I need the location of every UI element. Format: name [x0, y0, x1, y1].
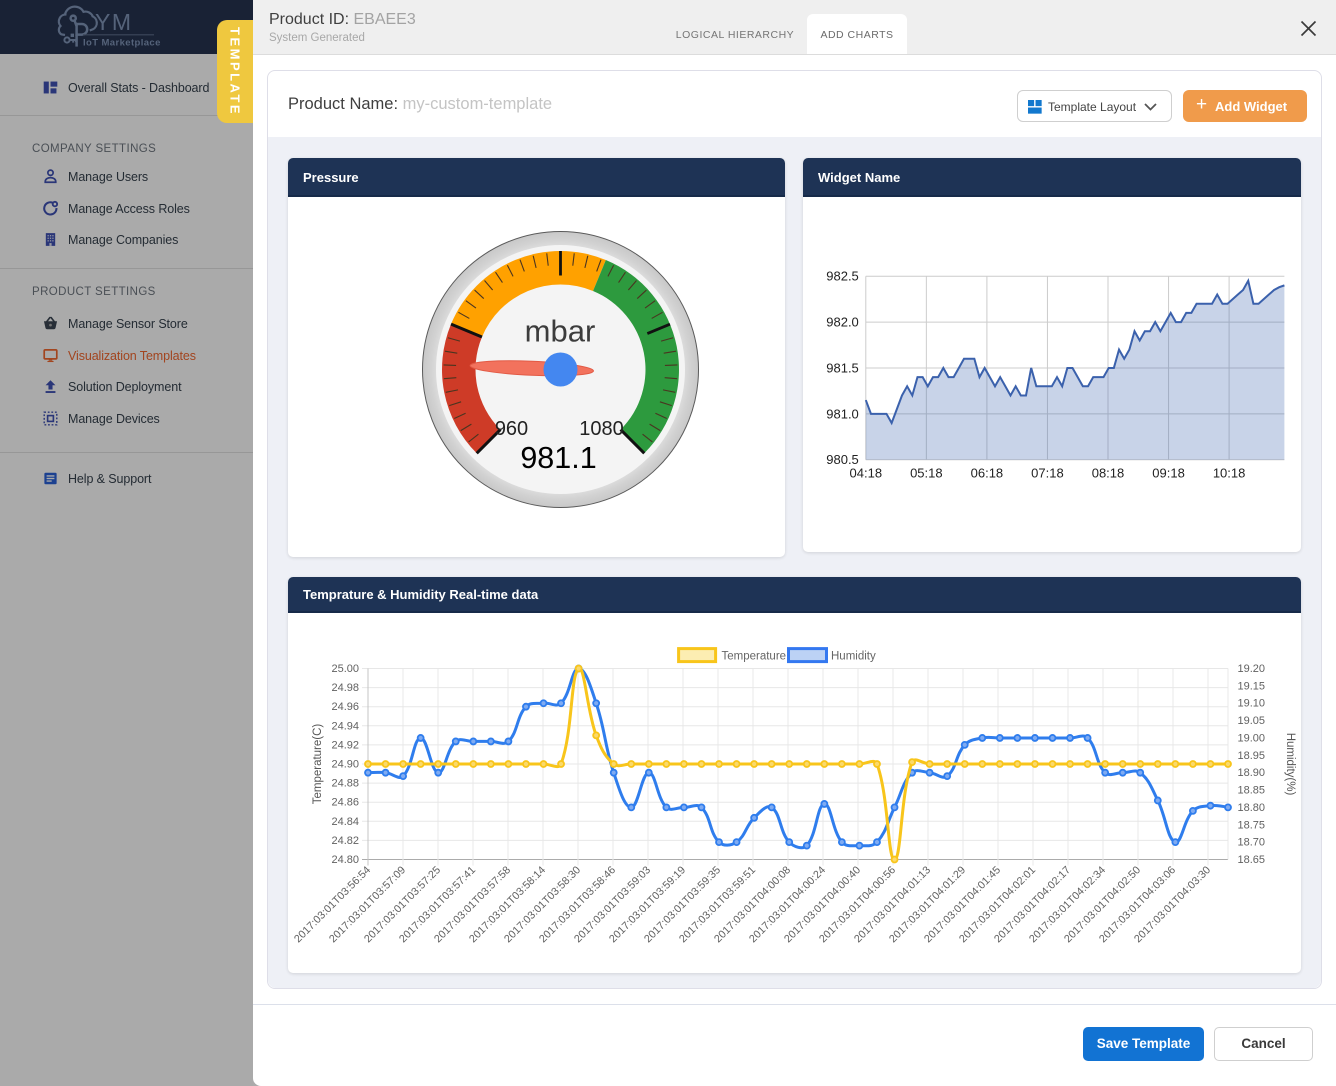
svg-text:960: 960 [495, 418, 528, 440]
svg-text:18.85: 18.85 [1238, 785, 1266, 797]
svg-text:04:18: 04:18 [850, 466, 883, 481]
svg-text:YM: YM [95, 9, 133, 35]
svg-text:18.95: 18.95 [1238, 750, 1266, 762]
svg-text:24.88: 24.88 [331, 778, 359, 790]
svg-text:18.75: 18.75 [1238, 819, 1266, 831]
svg-text:06:18: 06:18 [971, 466, 1004, 481]
svg-text:24.96: 24.96 [331, 701, 359, 713]
svg-text:24.94: 24.94 [331, 720, 359, 732]
svg-text:25.00: 25.00 [331, 663, 359, 675]
svg-text:19.20: 19.20 [1238, 663, 1266, 675]
svg-text:24.90: 24.90 [331, 759, 359, 771]
svg-text:08:18: 08:18 [1092, 466, 1125, 481]
svg-text:981.0: 981.0 [826, 406, 859, 421]
svg-text:07:18: 07:18 [1031, 466, 1064, 481]
svg-text:18.70: 18.70 [1238, 837, 1266, 849]
svg-text:19.05: 19.05 [1238, 715, 1266, 727]
svg-text:981.5: 981.5 [826, 360, 859, 375]
svg-text:18.65: 18.65 [1238, 854, 1266, 866]
svg-text:24.80: 24.80 [331, 854, 359, 866]
svg-text:24.84: 24.84 [331, 816, 359, 828]
svg-text:Temperature(C): Temperature(C) [312, 724, 324, 805]
svg-text:Humidity: Humidity [831, 651, 876, 663]
svg-text:24.82: 24.82 [331, 835, 359, 847]
svg-text:19.00: 19.00 [1238, 732, 1266, 744]
svg-text:1080: 1080 [579, 418, 624, 440]
svg-text:IoT Marketplace: IoT Marketplace [83, 38, 161, 49]
svg-text:982.0: 982.0 [826, 315, 859, 330]
svg-text:24.92: 24.92 [331, 739, 359, 751]
svg-text:Temperature: Temperature [722, 651, 787, 663]
svg-text:982.5: 982.5 [826, 269, 859, 284]
svg-text:19.15: 19.15 [1238, 680, 1266, 692]
svg-text:24.98: 24.98 [331, 682, 359, 694]
svg-text:09:18: 09:18 [1152, 466, 1185, 481]
svg-text:18.90: 18.90 [1238, 767, 1266, 779]
svg-text:05:18: 05:18 [910, 466, 943, 481]
svg-text:18.80: 18.80 [1238, 802, 1266, 814]
svg-text:980.5: 980.5 [826, 452, 859, 467]
svg-text:10:18: 10:18 [1213, 466, 1246, 481]
svg-text:Humidity(%): Humidity(%) [1284, 733, 1296, 796]
svg-text:mbar: mbar [525, 314, 596, 349]
svg-text:19.10: 19.10 [1238, 698, 1266, 710]
svg-text:981.1: 981.1 [520, 441, 596, 475]
svg-text:24.86: 24.86 [331, 797, 359, 809]
